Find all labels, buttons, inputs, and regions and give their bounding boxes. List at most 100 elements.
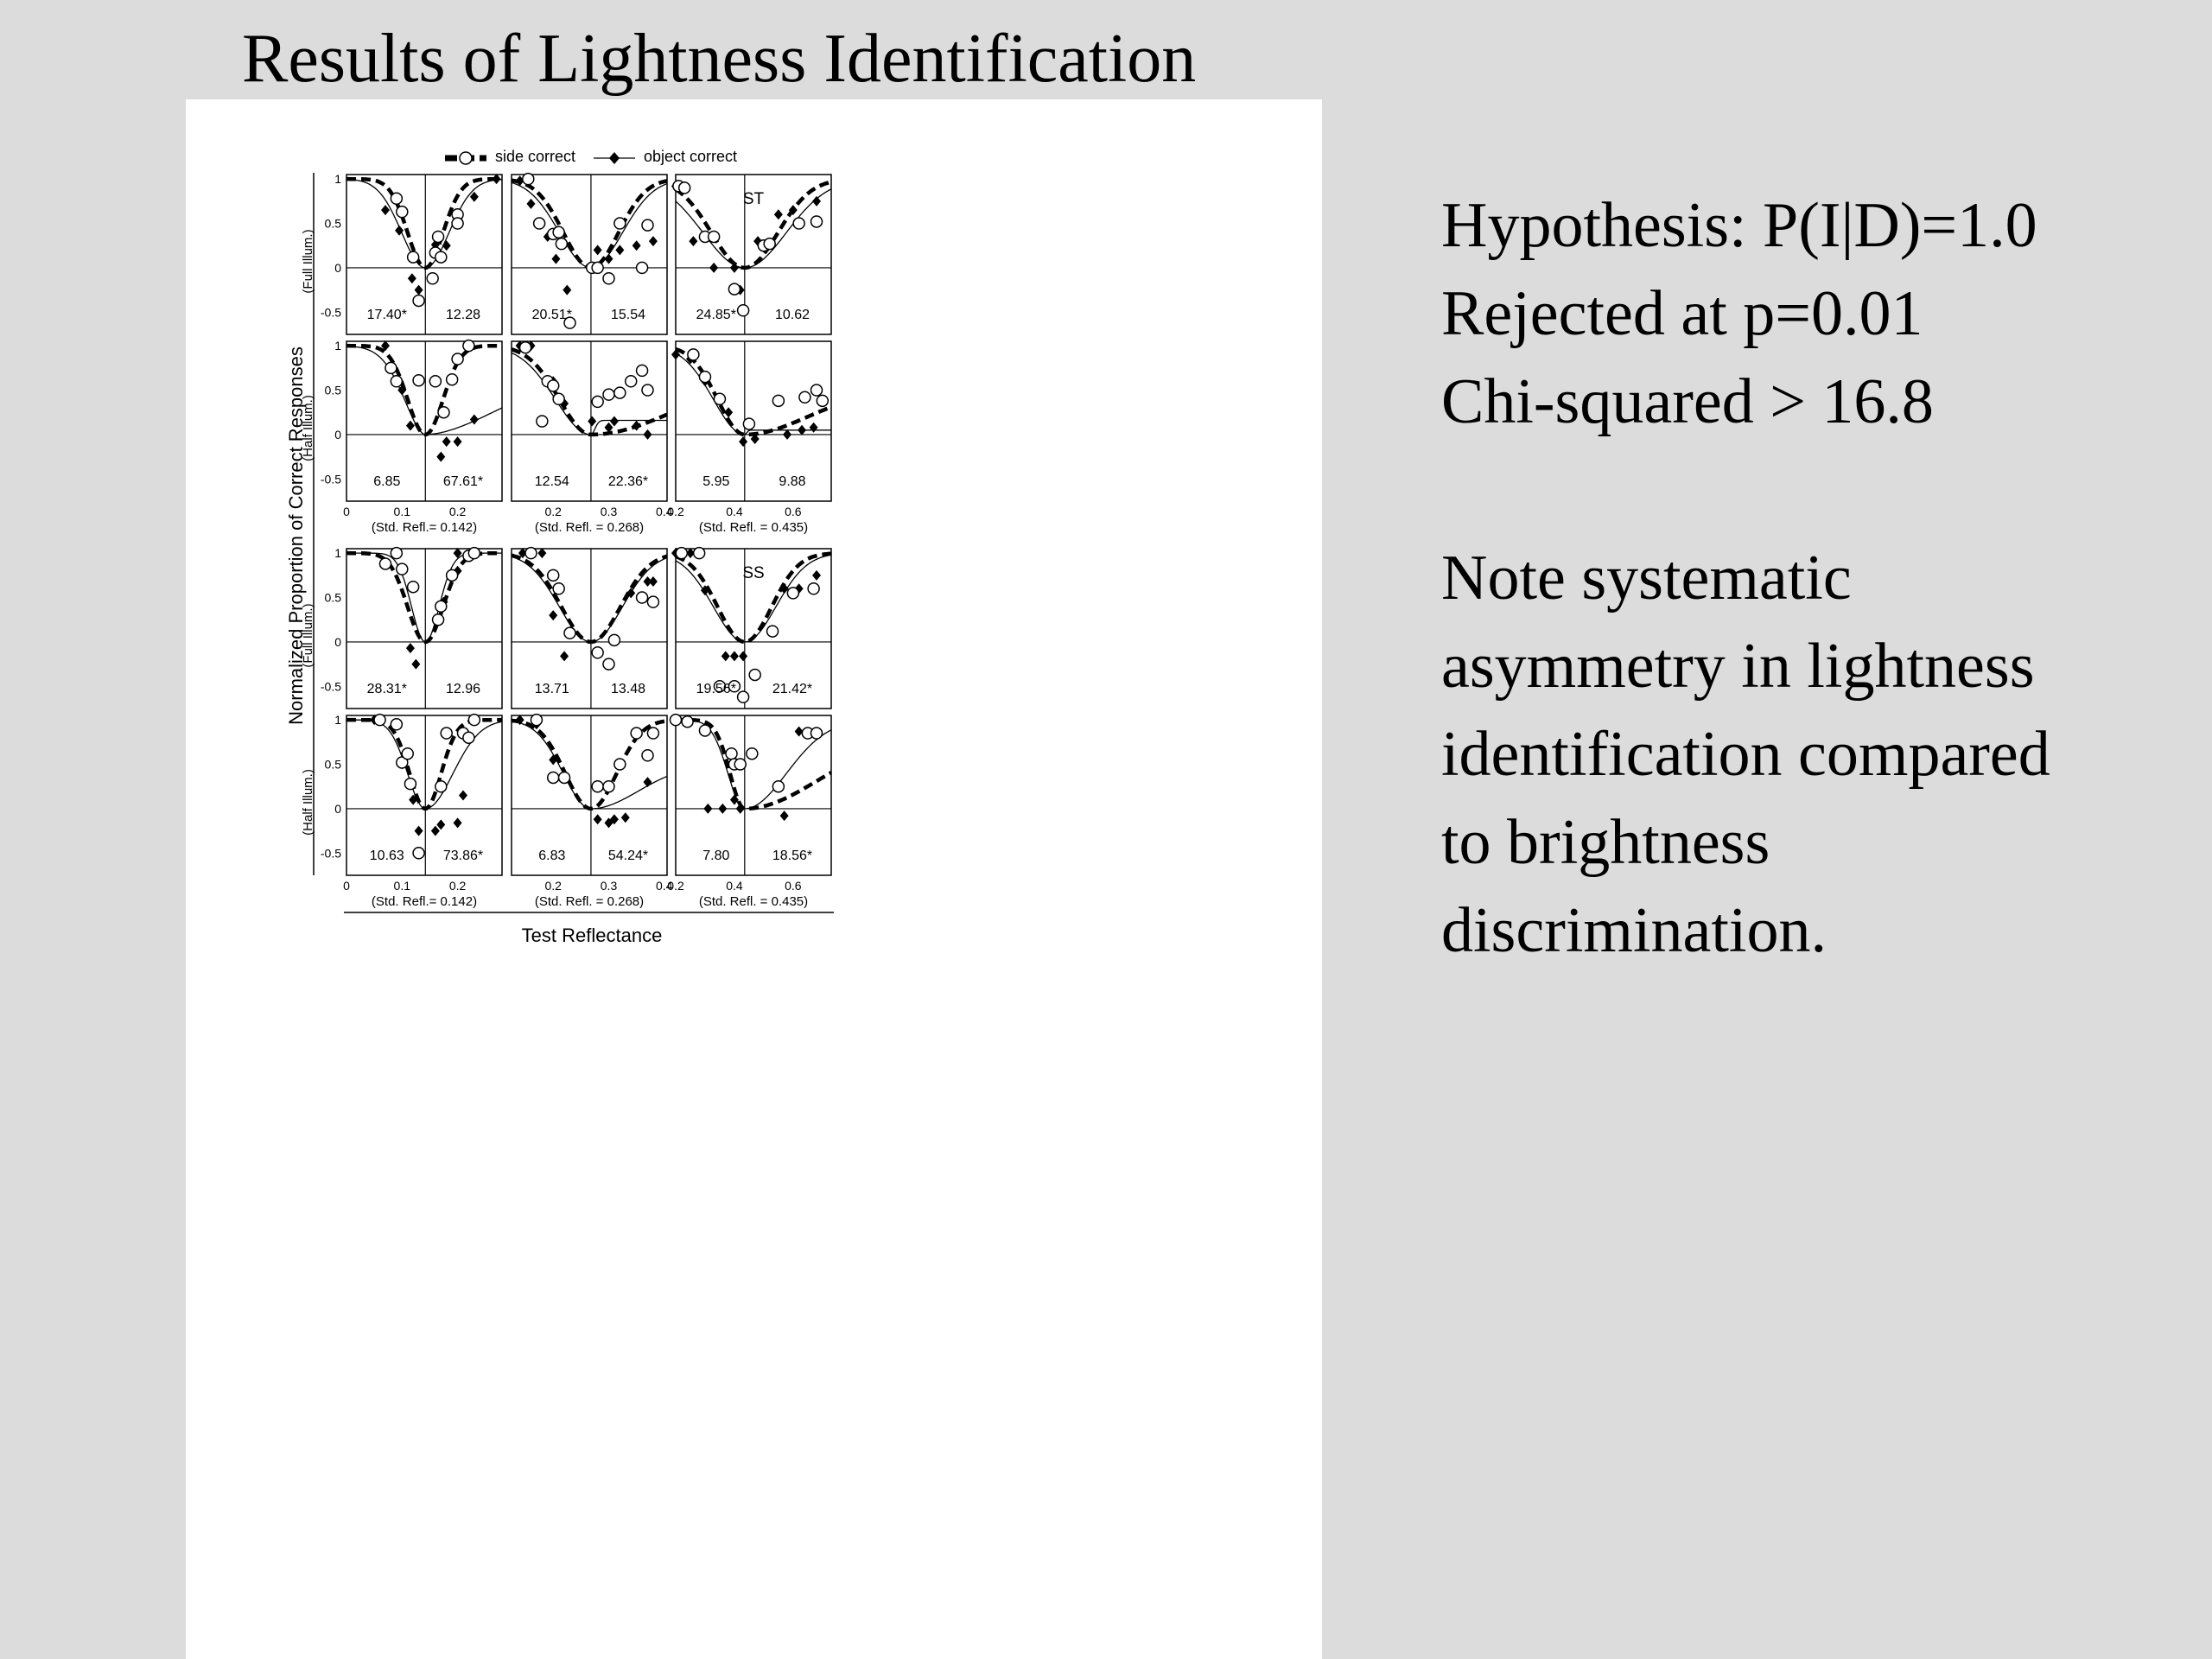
side-correct-point	[563, 316, 576, 329]
object-correct-curve	[676, 188, 831, 269]
side-correct-point	[530, 713, 543, 727]
object-correct-point	[779, 583, 789, 594]
object-correct-point	[729, 794, 739, 805]
object-correct-point	[430, 825, 440, 836]
object-correct-point	[381, 205, 390, 216]
side-correct-point	[522, 172, 535, 186]
object-correct-point	[518, 548, 527, 559]
side-correct-point	[734, 758, 747, 771]
side-correct-point	[707, 230, 721, 244]
side-correct-point	[591, 261, 604, 275]
x-tick-label: 0.4	[726, 505, 743, 518]
object-correct-point	[632, 240, 641, 251]
side-correct-point	[798, 391, 811, 404]
side-correct-point	[396, 563, 409, 575]
side-correct-point	[669, 713, 683, 727]
side-correct-point	[810, 727, 823, 740]
object-correct-point	[604, 253, 613, 264]
object-correct-point	[593, 245, 602, 256]
chi-value-left: 20.51*	[532, 308, 572, 322]
standard-reflectance-label: (Std. Refl. = 0.268)	[535, 520, 644, 535]
y-tick-label: 0.5	[325, 591, 342, 605]
panel-r0-c1	[511, 172, 668, 335]
panel-r1-c2	[671, 340, 832, 502]
object-correct-point	[560, 397, 569, 409]
object-correct-point	[436, 819, 446, 830]
object-correct-point	[515, 715, 524, 726]
object-correct-point	[381, 340, 390, 352]
panel-r3-c0	[346, 713, 503, 876]
side-correct-point	[763, 237, 776, 251]
object-correct-point	[798, 424, 807, 435]
side-correct-point	[390, 192, 404, 205]
side-correct-point	[692, 546, 706, 560]
object-correct-point	[397, 385, 407, 396]
side-correct-curve	[676, 551, 831, 645]
object-correct-point	[453, 548, 462, 559]
x-tick-label: 0	[343, 879, 350, 893]
chi-value-right: 54.24*	[608, 849, 648, 863]
y-tick-label: 0.5	[325, 758, 342, 772]
panel-r0-c2	[671, 174, 832, 335]
y-tick-label: 0.5	[325, 217, 342, 231]
chi-value-right: 67.61*	[443, 474, 483, 489]
side-correct-point	[440, 727, 453, 740]
side-correct-point	[467, 546, 481, 560]
x-axis-title: Test Reflectance	[522, 925, 663, 946]
side-correct-curve	[676, 717, 831, 811]
object-correct-point	[604, 422, 613, 433]
side-correct-point	[646, 595, 660, 608]
row-label: (Half Illum.)	[301, 395, 315, 461]
x-tick-label: 0	[343, 505, 350, 518]
x-tick-label: 0.1	[394, 879, 411, 893]
y-tick-label: -0.5	[321, 846, 341, 860]
side-correct-point	[437, 405, 450, 419]
chi-value-left: 17.40*	[367, 308, 407, 322]
side-correct-point	[524, 546, 537, 560]
object-correct-point	[609, 416, 619, 427]
object-correct-point	[643, 777, 652, 788]
chi-value-right: 10.62	[775, 308, 810, 322]
side-correct-point	[462, 339, 475, 353]
x-tick-label: 0.2	[449, 505, 467, 518]
side-correct-point	[635, 364, 649, 378]
side-correct-point	[630, 727, 643, 740]
side-correct-point	[435, 600, 448, 613]
side-correct-point	[687, 348, 700, 361]
rejected-line: Rejected at p=0.01	[1441, 278, 1923, 349]
y-tick-label: 0.5	[325, 384, 342, 397]
side-correct-point	[602, 779, 615, 793]
side-correct-point	[462, 731, 475, 744]
side-correct-curve	[512, 347, 667, 437]
object-correct-point	[414, 825, 423, 836]
x-tick-label: 0.6	[785, 879, 802, 893]
side-correct-point	[429, 375, 442, 388]
side-correct-point	[431, 230, 445, 244]
side-correct-point	[681, 715, 694, 728]
object-correct-point	[537, 548, 547, 559]
object-correct-point	[442, 240, 451, 251]
chi-value-right: 15.54	[611, 308, 645, 322]
hypothesis-line: Hypothesis: P(I|D)=1.0	[1441, 190, 2037, 261]
legend-object-marker	[609, 152, 620, 164]
side-correct-point	[451, 217, 464, 230]
side-correct-point	[445, 569, 459, 582]
side-correct-point	[602, 272, 615, 285]
object-correct-point	[626, 588, 636, 599]
legend-side-marker	[459, 151, 473, 165]
side-correct-point	[546, 379, 560, 392]
side-correct-point	[546, 569, 560, 582]
legend-object-label: object correct	[644, 148, 737, 165]
x-tick-label: 0.2	[449, 879, 467, 893]
object-correct-point	[721, 651, 730, 662]
object-correct-point	[395, 225, 404, 236]
panel-frame	[346, 715, 503, 876]
legend-side-label: side correct	[495, 148, 575, 165]
side-correct-point	[467, 713, 481, 727]
x-tick-label: 0.1	[394, 505, 411, 518]
object-correct-point	[442, 436, 451, 448]
panel-r2-c2	[671, 546, 832, 709]
side-correct-point	[725, 747, 738, 760]
object-correct-point	[689, 236, 698, 247]
row-label: (Half Illum.)	[301, 769, 315, 836]
